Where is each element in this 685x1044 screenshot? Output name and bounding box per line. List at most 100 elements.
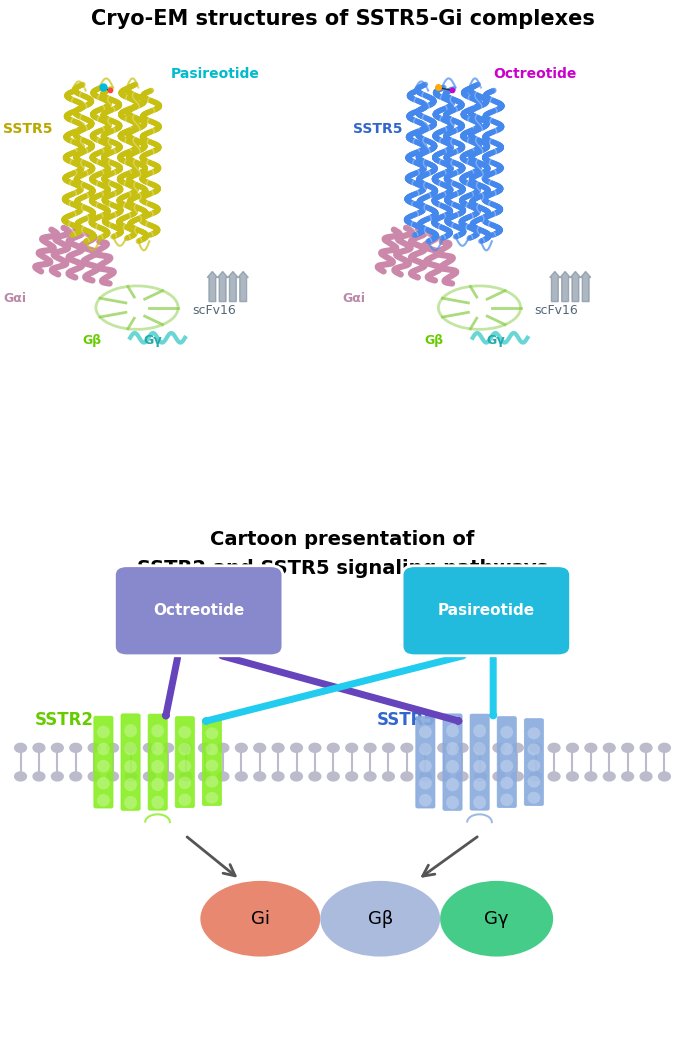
Ellipse shape [151, 778, 164, 791]
FancyArrow shape [549, 271, 560, 302]
Ellipse shape [473, 778, 486, 791]
Circle shape [70, 743, 82, 753]
Circle shape [327, 772, 339, 781]
Ellipse shape [440, 881, 553, 956]
Circle shape [548, 743, 560, 753]
Ellipse shape [97, 793, 110, 807]
Text: scFv16: scFv16 [534, 304, 578, 316]
Text: Cartoon presentation of: Cartoon presentation of [210, 530, 475, 549]
Ellipse shape [178, 743, 191, 756]
Ellipse shape [500, 760, 513, 773]
Ellipse shape [473, 760, 486, 774]
Circle shape [438, 743, 449, 753]
Circle shape [585, 772, 597, 781]
Circle shape [566, 743, 578, 753]
Circle shape [512, 743, 523, 753]
Circle shape [438, 772, 449, 781]
Ellipse shape [178, 726, 191, 738]
Ellipse shape [527, 743, 540, 756]
Circle shape [254, 772, 266, 781]
Circle shape [143, 743, 155, 753]
Ellipse shape [446, 796, 459, 809]
Circle shape [640, 772, 652, 781]
Circle shape [33, 772, 45, 781]
Circle shape [658, 772, 671, 781]
FancyBboxPatch shape [402, 566, 571, 656]
Circle shape [162, 743, 173, 753]
Circle shape [199, 772, 210, 781]
Ellipse shape [200, 881, 320, 956]
Ellipse shape [419, 793, 432, 807]
Circle shape [309, 743, 321, 753]
Circle shape [327, 743, 339, 753]
Circle shape [401, 743, 413, 753]
Ellipse shape [178, 760, 191, 773]
Ellipse shape [97, 777, 110, 789]
Circle shape [622, 772, 634, 781]
Text: Gi: Gi [251, 909, 270, 928]
Ellipse shape [446, 778, 459, 791]
Ellipse shape [97, 760, 110, 773]
FancyBboxPatch shape [443, 714, 462, 810]
Text: Gβ: Gβ [82, 334, 101, 347]
Text: Pasireotide: Pasireotide [171, 68, 260, 81]
Ellipse shape [97, 726, 110, 738]
Ellipse shape [419, 742, 432, 756]
Circle shape [364, 772, 376, 781]
Circle shape [272, 743, 284, 753]
Ellipse shape [473, 725, 486, 737]
Text: Pasireotide: Pasireotide [438, 603, 535, 618]
Circle shape [254, 743, 266, 753]
Text: Gαi: Gαi [342, 291, 366, 305]
Circle shape [475, 743, 486, 753]
Circle shape [143, 772, 155, 781]
Circle shape [51, 772, 63, 781]
Text: scFv16: scFv16 [192, 304, 236, 316]
Circle shape [217, 772, 229, 781]
Circle shape [217, 743, 229, 753]
Ellipse shape [124, 796, 137, 809]
Ellipse shape [206, 791, 219, 804]
Ellipse shape [124, 742, 137, 756]
Circle shape [88, 772, 100, 781]
Circle shape [658, 743, 671, 753]
Ellipse shape [500, 777, 513, 789]
Text: SSTR5: SSTR5 [3, 122, 53, 136]
Circle shape [383, 743, 395, 753]
Circle shape [125, 772, 137, 781]
Ellipse shape [206, 776, 219, 787]
Circle shape [180, 743, 192, 753]
Text: Gγ: Gγ [144, 334, 162, 347]
FancyBboxPatch shape [470, 714, 489, 810]
Ellipse shape [320, 881, 440, 956]
Ellipse shape [527, 760, 540, 772]
FancyBboxPatch shape [175, 716, 195, 808]
Circle shape [199, 743, 210, 753]
Circle shape [585, 743, 597, 753]
Ellipse shape [97, 742, 110, 756]
Text: Octreotide: Octreotide [153, 603, 245, 618]
FancyArrow shape [217, 271, 227, 302]
Circle shape [419, 772, 431, 781]
Circle shape [603, 772, 615, 781]
Ellipse shape [419, 777, 432, 789]
Ellipse shape [527, 791, 540, 804]
FancyBboxPatch shape [497, 716, 516, 808]
Circle shape [512, 772, 523, 781]
FancyArrow shape [227, 271, 238, 302]
Circle shape [346, 743, 358, 753]
Circle shape [475, 772, 486, 781]
FancyBboxPatch shape [94, 716, 113, 808]
FancyBboxPatch shape [121, 714, 140, 810]
Text: SSTR2 and SSTR5 signaling pathways: SSTR2 and SSTR5 signaling pathways [137, 559, 548, 577]
Circle shape [346, 772, 358, 781]
Text: Gβ: Gβ [425, 334, 444, 347]
Circle shape [14, 743, 27, 753]
FancyArrow shape [570, 271, 581, 302]
Circle shape [272, 772, 284, 781]
Circle shape [51, 743, 63, 753]
FancyBboxPatch shape [416, 716, 435, 808]
Circle shape [401, 772, 413, 781]
Circle shape [125, 743, 137, 753]
Ellipse shape [527, 728, 540, 739]
